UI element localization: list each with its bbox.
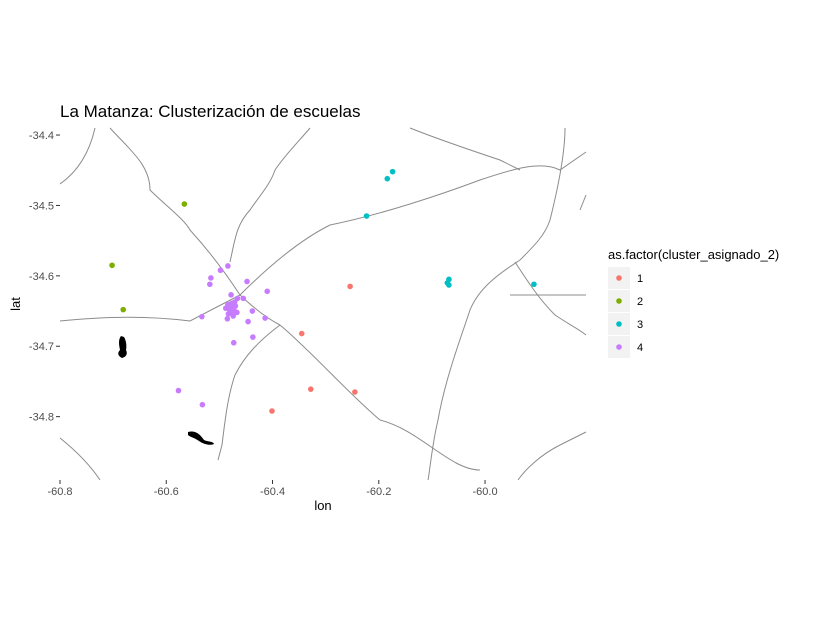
road-line [579,194,587,211]
x-tick-label: -60.8 [47,486,72,498]
road-line [59,437,101,481]
legend-key-2 [616,298,622,304]
legend-title: as.factor(cluster_asignado_2) [608,247,779,262]
x-tick-label: -60.2 [366,486,391,498]
legend-label-4: 4 [637,342,643,354]
road-line [217,324,281,461]
data-point-cluster-4 [217,267,224,274]
x-tick-label: -60.6 [154,486,179,498]
data-point-cluster-4 [250,334,256,340]
x-tick-label: -60.4 [260,486,285,498]
data-point-cluster-4 [199,313,205,320]
data-point-cluster-1 [352,389,358,395]
legend-key-4 [616,344,622,350]
map-basemap [59,127,587,481]
points-layer [109,168,537,414]
road-line [427,127,566,481]
data-point-cluster-4 [249,308,256,314]
legend-items: 1 2 3 4 [608,267,643,358]
road-line [239,151,587,296]
legend-label-3: 3 [637,319,643,331]
legend-label-1: 1 [637,273,643,285]
data-point-cluster-3 [384,175,391,182]
data-point-cluster-4 [208,275,214,281]
chart-title: La Matanza: Clusterización de escuelas [60,102,361,121]
road-line [279,324,481,471]
road-line [59,127,96,185]
lake-shape [188,431,214,445]
data-point-cluster-4 [225,311,232,317]
y-axis-title: lat [8,297,23,311]
data-point-cluster-4 [262,315,268,321]
data-point-cluster-4 [228,292,234,298]
plot-panel [59,127,587,481]
data-point-cluster-3 [531,281,537,288]
data-point-cluster-4 [264,288,271,295]
y-tick-label: -34.6 [29,271,54,283]
data-point-cluster-4 [207,281,213,288]
data-point-cluster-3 [363,213,370,219]
y-tick-label: -34.8 [29,412,54,424]
legend-key-3 [616,321,622,327]
data-point-cluster-4 [230,339,237,346]
road-line [59,294,241,322]
data-point-cluster-2 [109,262,115,269]
legend-key-1 [616,275,622,281]
road-line [409,127,521,171]
road-line [109,127,281,326]
y-axis: -34.4 -34.5 -34.6 -34.7 -34.8 [29,130,60,424]
data-point-cluster-4 [230,313,237,319]
data-point-cluster-2 [181,201,188,207]
x-axis-title: lon [314,498,331,513]
data-point-cluster-1 [307,386,314,392]
road-line [517,431,587,481]
y-tick-label: -34.4 [29,130,54,142]
data-point-cluster-3 [389,168,396,175]
data-point-cluster-4 [175,387,182,394]
data-point-cluster-3 [446,282,452,288]
data-point-cluster-2 [120,306,127,313]
data-point-cluster-4 [224,315,231,322]
road-line [229,127,311,263]
y-tick-label: -34.5 [29,200,54,212]
data-point-cluster-4 [234,309,240,316]
data-point-cluster-4 [244,278,250,285]
data-point-cluster-4 [225,263,231,269]
data-point-cluster-1 [347,283,353,290]
data-point-cluster-4 [199,401,206,408]
x-tick-label: -60.0 [473,486,498,498]
data-point-cluster-4 [245,318,251,325]
legend: as.factor(cluster_asignado_2) 1 2 3 4 [608,247,779,358]
road-line [514,261,587,336]
data-point-cluster-1 [269,408,275,414]
legend-label-2: 2 [637,296,643,308]
lake-shape [118,336,127,358]
x-axis: -60.8 -60.6 -60.4 -60.2 -60.0 [47,480,498,498]
y-tick-label: -34.7 [29,341,54,353]
data-point-cluster-4 [240,295,247,302]
data-point-cluster-1 [298,330,305,337]
